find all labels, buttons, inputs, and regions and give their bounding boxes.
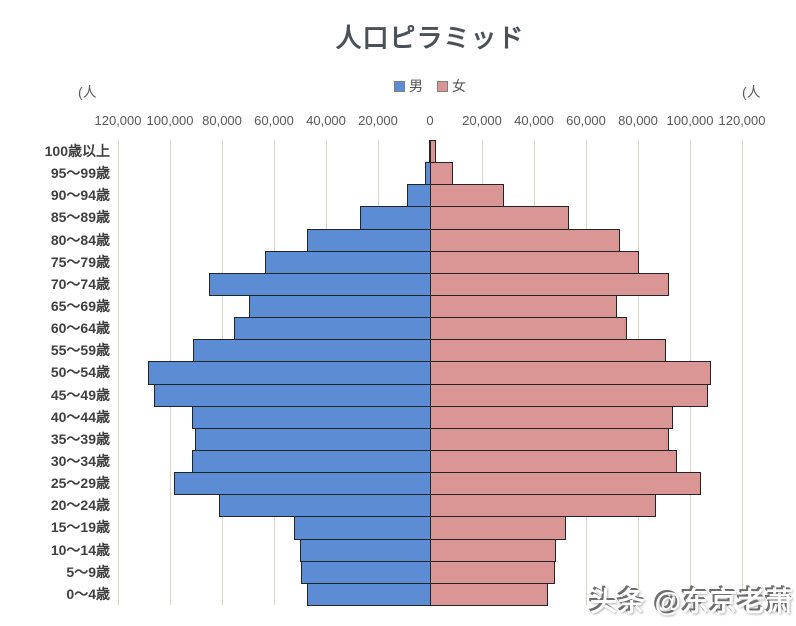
x-tick-label: 120,000 xyxy=(718,113,766,128)
gridline xyxy=(742,140,743,605)
bar-female xyxy=(430,162,454,185)
x-tick-label: 40,000 xyxy=(514,113,554,128)
gridline xyxy=(118,140,119,605)
age-group-label: 5～9歳 xyxy=(66,564,110,580)
female-swatch-icon xyxy=(437,80,448,92)
legend-label-female: 女 xyxy=(452,78,466,94)
bar-female xyxy=(430,273,669,296)
bar-female xyxy=(430,406,673,429)
age-group-label: 75～79歳 xyxy=(50,254,110,270)
bar-male xyxy=(233,317,431,340)
bar-female xyxy=(430,494,656,517)
bar-male xyxy=(219,494,431,517)
age-group-label: 80～84歳 xyxy=(50,232,110,248)
bar-female xyxy=(430,251,639,274)
age-group-label: 85～89歳 xyxy=(50,209,110,225)
bar-male xyxy=(264,251,431,274)
bar-male xyxy=(301,561,431,584)
bar-female xyxy=(430,561,555,584)
age-group-label: 90～94歳 xyxy=(50,187,110,203)
bar-female xyxy=(430,339,667,362)
bar-female xyxy=(430,361,711,385)
x-tick-label: 0 xyxy=(426,113,434,128)
chart-title: 人口ピラミッド xyxy=(335,23,525,53)
age-group-label: 45～49歳 xyxy=(50,387,110,403)
age-group-label: 0～4歳 xyxy=(66,586,110,602)
age-group-label: 40～44歳 xyxy=(50,409,110,425)
bar-female xyxy=(430,450,677,473)
age-group-label: 25～29歳 xyxy=(50,475,110,491)
age-group-label: 95～99歳 xyxy=(50,165,110,181)
bar-female xyxy=(430,317,628,340)
x-tick-label: 20,000 xyxy=(358,113,398,128)
legend-item-male: 男 xyxy=(394,76,423,96)
age-group-label: 55～59歳 xyxy=(50,342,110,358)
age-group-label: 20～24歳 xyxy=(50,497,110,513)
x-tick-label: 120,000 xyxy=(94,113,142,128)
x-tick-label: 60,000 xyxy=(254,113,294,128)
bar-male xyxy=(293,516,431,540)
legend-label-male: 男 xyxy=(409,78,423,94)
bar-female xyxy=(430,516,567,540)
unit-label-right: (人 xyxy=(742,84,761,100)
legend: 男 女 xyxy=(118,76,742,96)
bar-male xyxy=(154,384,431,407)
age-group-label: 35～39歳 xyxy=(50,431,110,447)
age-group-label: 30～34歳 xyxy=(50,453,110,469)
x-tick-label: 80,000 xyxy=(618,113,658,128)
watermark: 头条 @东京老萧 xyxy=(590,587,794,617)
x-tick-label: 60,000 xyxy=(566,113,606,128)
bar-female xyxy=(430,295,617,318)
x-tick-label: 40,000 xyxy=(306,113,346,128)
bar-female xyxy=(430,184,504,207)
unit-label-left: (人 xyxy=(78,84,97,100)
male-swatch-icon xyxy=(394,80,405,92)
bar-male xyxy=(306,229,431,252)
bar-female xyxy=(430,229,620,252)
bar-female xyxy=(430,140,437,163)
bar-male xyxy=(300,539,431,562)
bar-male xyxy=(173,472,431,495)
x-tick-label: 100,000 xyxy=(666,113,714,128)
age-group-label: 10～14歳 xyxy=(50,542,110,558)
age-group-label: 50～54歳 xyxy=(50,364,110,380)
bar-female xyxy=(430,583,548,606)
age-group-label: 100歳以上 xyxy=(44,143,110,159)
bar-male xyxy=(249,295,431,318)
x-tick-label: 100,000 xyxy=(146,113,194,128)
plot-area xyxy=(118,140,743,606)
age-group-label: 15～19歳 xyxy=(50,519,110,535)
bar-male xyxy=(306,583,431,606)
age-group-label: 60～64歳 xyxy=(50,320,110,336)
y-axis-age-labels: 100歳以上 95～99歳 90～94歳 85～89歳 80～84歳 75～79歳 70～7… xyxy=(0,140,110,605)
bar-female xyxy=(430,428,669,451)
bar-female xyxy=(430,206,569,230)
age-group-label: 70～74歳 xyxy=(50,276,110,292)
bar-male xyxy=(192,406,431,429)
x-tick-label: 20,000 xyxy=(462,113,502,128)
bar-male xyxy=(406,184,431,207)
age-group-label: 65～69歳 xyxy=(50,298,110,314)
bar-male xyxy=(209,273,431,296)
legend-item-female: 女 xyxy=(437,76,466,96)
bar-male xyxy=(194,428,431,451)
x-tick-label: 80,000 xyxy=(202,113,242,128)
bar-male xyxy=(147,361,431,385)
bar-male xyxy=(193,339,431,362)
x-axis-ticks: 120,000 100,000 80,000 60,000 40,000 20,000 0 2… xyxy=(95,113,766,131)
bar-female xyxy=(430,472,702,495)
bar-male xyxy=(359,206,431,230)
bar-female xyxy=(430,539,556,562)
bar-female xyxy=(430,384,708,407)
bar-male xyxy=(192,450,431,473)
